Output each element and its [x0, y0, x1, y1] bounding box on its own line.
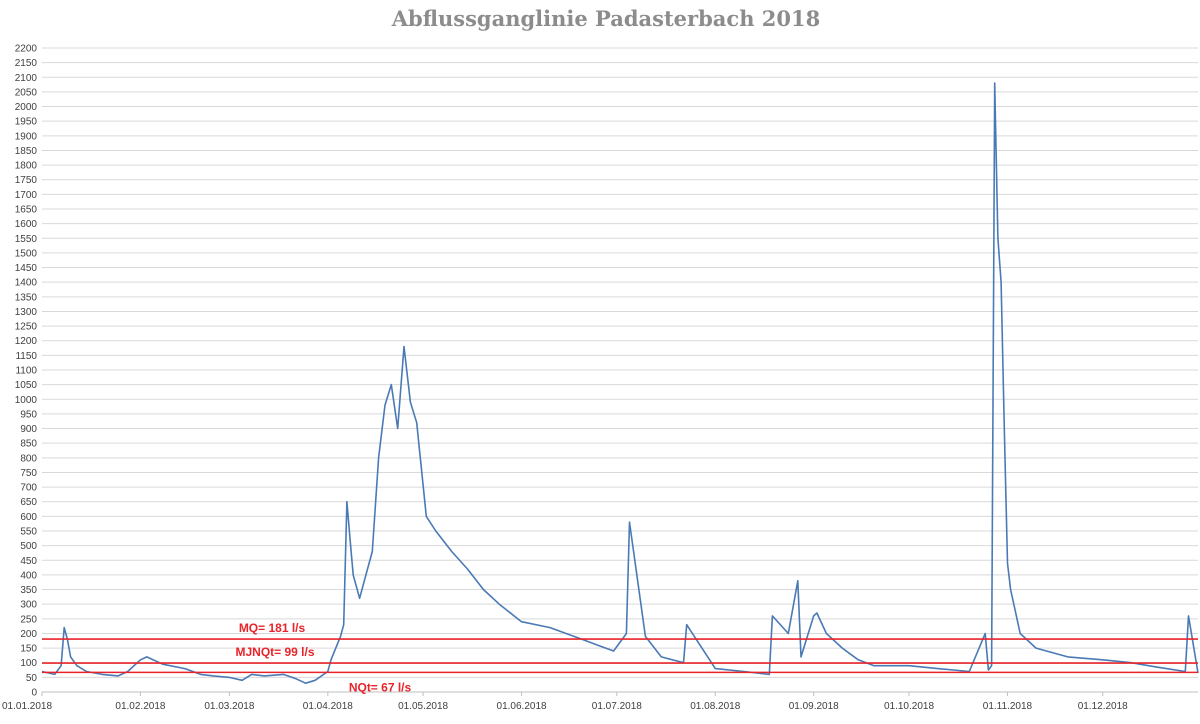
x-tick-label: 01.11.2018	[983, 701, 1033, 712]
y-tick-label: 1100	[15, 366, 37, 377]
y-tick-label: 2150	[15, 58, 38, 69]
gridlines	[42, 47, 1198, 693]
reference-line-label: NQt= 67 l/s	[349, 680, 412, 694]
y-tick-label: 300	[20, 600, 37, 611]
y-tick-label: 0	[31, 688, 37, 699]
y-tick-label: 800	[20, 453, 37, 464]
y-tick-label: 1450	[15, 263, 38, 274]
y-tick-label: 1750	[15, 175, 38, 186]
y-tick-label: 1200	[15, 336, 38, 347]
x-tick-label: 01.08.2018	[690, 701, 740, 712]
y-tick-label: 650	[20, 497, 37, 508]
y-tick-label: 1300	[15, 307, 38, 318]
y-tick-label: 1850	[15, 146, 38, 157]
y-tick-label: 1800	[15, 161, 38, 172]
y-tick-label: 1350	[15, 292, 38, 303]
y-tick-label: 1500	[15, 248, 38, 259]
y-tick-label: 1900	[15, 131, 38, 142]
y-tick-label: 2200	[15, 44, 38, 55]
y-tick-label: 1600	[15, 219, 38, 230]
y-tick-label: 900	[20, 424, 37, 435]
x-tick-label: 01.10.2018	[884, 701, 934, 712]
y-tick-label: 100	[20, 658, 37, 669]
y-tick-label: 50	[26, 673, 38, 684]
y-axis-ticks: 0 50 100 150 200 250 300 350 400 450 500 550 600 650 7…	[15, 44, 38, 699]
y-tick-label: 1700	[15, 190, 38, 201]
reference-line-label: MQ= 181 l/s	[239, 621, 306, 635]
y-tick-label: 150	[20, 644, 37, 655]
reference-line-label: MJNQt= 99 l/s	[235, 645, 314, 659]
y-tick-label: 600	[20, 512, 37, 523]
y-tick-label: 550	[20, 527, 37, 538]
x-tick-label: 01.05.2018	[398, 701, 448, 712]
y-tick-label: 450	[20, 556, 37, 567]
y-tick-label: 950	[20, 409, 37, 420]
y-tick-label: 1050	[15, 380, 38, 391]
chart-title: Abflussganglinie Padasterbach 2018	[391, 6, 820, 31]
y-tick-label: 1400	[15, 278, 38, 289]
y-tick-label: 1650	[15, 205, 38, 216]
y-tick-label: 1950	[15, 117, 38, 128]
x-tick-label: 01.06.2018	[497, 701, 547, 712]
y-tick-label: 250	[20, 614, 37, 625]
x-tick-label: 01.01.2018	[2, 701, 52, 712]
series-line-discharge	[41, 82, 1199, 684]
y-tick-label: 400	[20, 570, 37, 581]
x-axis-ticks: 01.01.2018 01.02.2018 01.03.2018 01.04.2018…	[2, 692, 1128, 712]
x-tick-label: 01.04.2018	[303, 701, 353, 712]
y-tick-label: 700	[20, 483, 37, 494]
x-tick-label: 01.07.2018	[592, 701, 642, 712]
y-tick-label: 850	[20, 439, 37, 450]
y-tick-label: 2100	[15, 73, 38, 84]
y-tick-label: 200	[20, 629, 37, 640]
y-tick-label: 1550	[15, 234, 38, 245]
y-tick-label: 1150	[15, 351, 37, 362]
y-tick-label: 2050	[15, 87, 38, 98]
x-tick-label: 01.12.2018	[1078, 701, 1128, 712]
y-tick-label: 500	[20, 541, 37, 552]
x-tick-label: 01.03.2018	[204, 701, 254, 712]
x-tick-label: 01.02.2018	[115, 701, 165, 712]
y-tick-label: 1000	[15, 395, 38, 406]
x-tick-label: 01.09.2018	[789, 701, 839, 712]
y-tick-label: 350	[20, 585, 37, 596]
reference-lines: MQ= 181 l/s MJNQt= 99 l/s NQt= 67 l/s	[42, 621, 1198, 694]
y-tick-label: 750	[20, 468, 37, 479]
y-tick-label: 1250	[15, 322, 38, 333]
y-tick-label: 2000	[15, 102, 38, 113]
